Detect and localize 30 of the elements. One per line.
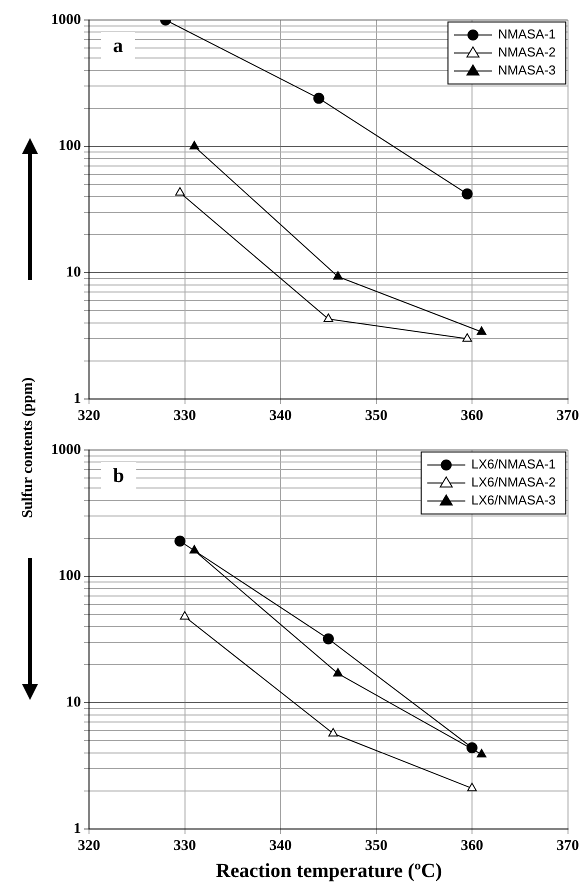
x-tick-label: 370 [556,408,579,424]
x-tick-label: 370 [556,838,579,854]
x-tick-label: 340 [269,838,292,854]
legend-label: LX6/NMASA-3 [471,492,556,508]
x-tick-label: 340 [269,408,292,424]
y-tick-label: 100 [58,568,81,584]
y-tick-label: 1 [74,820,81,837]
y-tick-label: 1000 [51,442,81,458]
y-tick-label: 1000 [51,12,81,28]
y-axis-title: Sulfur contents (ppm) [20,376,37,520]
x-axis-title: Reaction temperature (ºC) [214,860,444,883]
x-tick-label: 360 [460,838,484,854]
legend-label: NMASA-1 [498,26,556,42]
legend-label: LX6/NMASA-2 [471,474,556,490]
x-tick-label: 320 [78,408,100,424]
legend-label: LX6/NMASA-1 [471,456,556,472]
legend-label: NMASA-3 [498,62,556,78]
y-tick-label: 100 [58,138,81,154]
x-tick-label: 330 [174,408,196,424]
x-tick-label: 360 [460,408,484,424]
y-tick-label: 10 [66,694,81,711]
y-tick-label: 1 [74,390,81,407]
x-tick-label: 320 [78,838,100,854]
annotation: b [113,465,124,488]
y-tick-label: 10 [66,264,81,281]
legend-label: NMASA-2 [498,44,556,60]
annotation: a [113,35,123,58]
x-tick-label: 350 [365,838,388,854]
x-tick-label: 350 [365,408,388,424]
x-tick-label: 330 [174,838,196,854]
